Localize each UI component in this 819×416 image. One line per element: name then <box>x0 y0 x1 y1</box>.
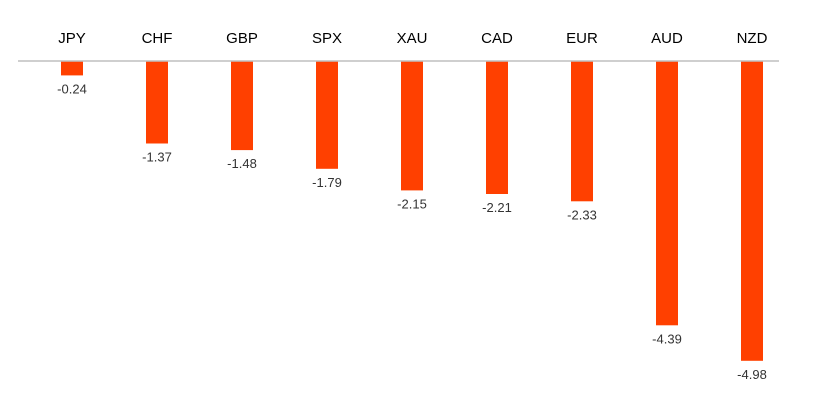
category-label-cad: CAD <box>481 30 513 47</box>
category-label-aud: AUD <box>651 30 683 47</box>
category-labels-group: JPY CHF GBP SPX XAU CAD EUR AUD NZD <box>58 30 767 47</box>
bar-jpy <box>61 61 83 76</box>
bars-group <box>61 61 763 361</box>
value-label-chf: -1.37 <box>142 150 172 165</box>
value-label-xau: -2.15 <box>397 196 427 211</box>
bar-eur <box>571 61 593 202</box>
value-labels-group: -0.24 -1.37 -1.48 -1.79 -2.15 -2.21 -2.33 -4.39… <box>57 81 767 381</box>
category-label-eur: EUR <box>566 30 598 47</box>
bar-cad <box>486 61 508 194</box>
category-label-chf: CHF <box>142 30 173 47</box>
bar-chf <box>146 61 168 144</box>
category-label-nzd: NZD <box>737 30 768 47</box>
bar-xau <box>401 61 423 191</box>
value-label-spx: -1.79 <box>312 175 342 190</box>
value-label-jpy: -0.24 <box>57 81 87 96</box>
value-label-gbp: -1.48 <box>227 156 257 171</box>
category-label-gbp: GBP <box>226 30 258 47</box>
value-label-eur: -2.33 <box>567 207 597 222</box>
category-label-xau: XAU <box>397 30 428 47</box>
value-label-aud: -4.39 <box>652 331 682 346</box>
bar-aud <box>656 61 678 326</box>
category-label-spx: SPX <box>312 30 342 47</box>
bar-spx <box>316 61 338 169</box>
bar-nzd <box>741 61 763 361</box>
value-label-cad: -2.21 <box>482 200 512 215</box>
category-label-jpy: JPY <box>58 30 86 47</box>
value-label-nzd: -4.98 <box>737 367 767 382</box>
bar-gbp <box>231 61 253 151</box>
